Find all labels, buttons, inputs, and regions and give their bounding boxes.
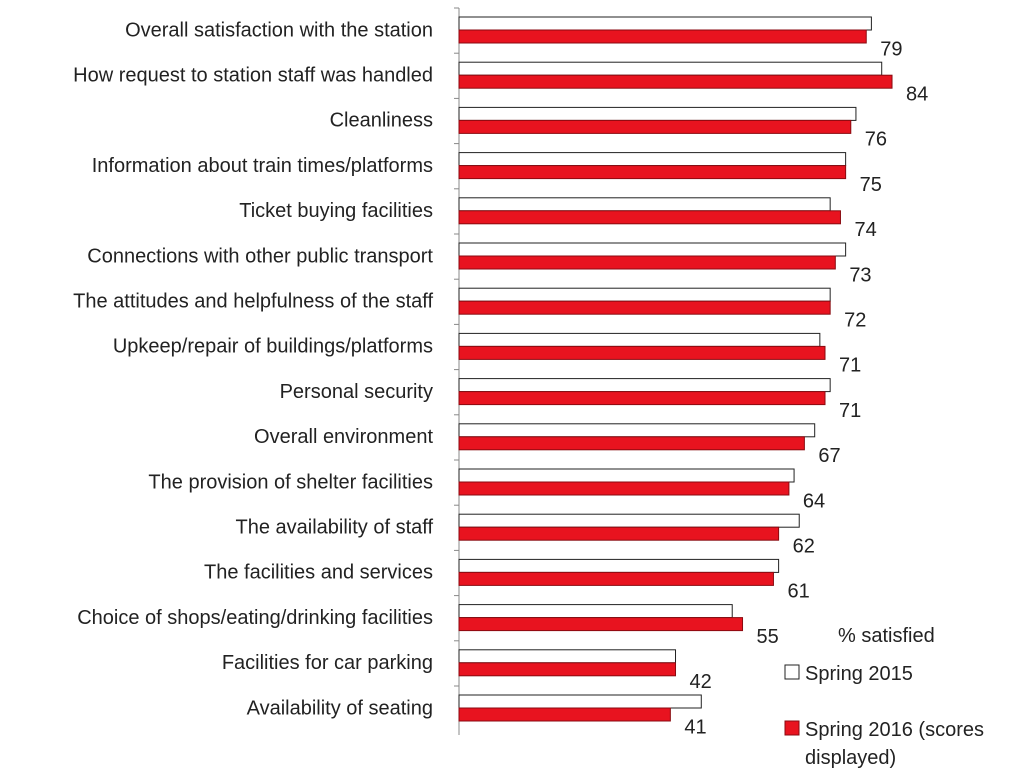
- bar: [458, 526, 780, 541]
- data-label: 67: [818, 445, 840, 467]
- data-label: 55: [757, 626, 779, 648]
- bar: [458, 106, 857, 121]
- legend-swatch: [784, 720, 800, 736]
- bar: [458, 16, 872, 31]
- bar: [458, 571, 774, 586]
- category-label: Availability of seating: [247, 697, 433, 719]
- data-label: 73: [849, 264, 871, 286]
- category-label: Choice of shops/eating/drinking faciliti…: [77, 607, 433, 629]
- bar: [458, 513, 800, 528]
- bar: [458, 165, 847, 180]
- bar: [458, 255, 836, 270]
- bar: [458, 604, 733, 619]
- bar: [458, 662, 677, 677]
- bar: [458, 391, 826, 406]
- category-label: Upkeep/repair of buildings/platforms: [113, 336, 433, 358]
- bar: [458, 210, 841, 225]
- bar: [458, 29, 867, 44]
- bar: [458, 694, 702, 709]
- category-label: Overall satisfaction with the station: [125, 19, 433, 41]
- bar: [458, 378, 831, 393]
- bar: [458, 558, 780, 573]
- bar: [458, 707, 671, 722]
- category-label: Facilities for car parking: [222, 652, 433, 674]
- category-label: Cleanliness: [330, 110, 433, 132]
- data-label: 62: [793, 535, 815, 557]
- bar: [458, 345, 826, 360]
- bar: [458, 423, 816, 438]
- category-label: Connections with other public transport: [87, 245, 433, 267]
- data-label: 41: [684, 716, 706, 738]
- legend-label: Spring 2016 (scores displayed): [805, 719, 984, 769]
- bar: [458, 152, 847, 167]
- data-label: 42: [690, 671, 712, 693]
- bar: [458, 468, 795, 483]
- data-label: 79: [880, 38, 902, 60]
- category-label: The provision of shelter facilities: [148, 471, 433, 493]
- data-label: 61: [787, 581, 809, 603]
- bar: [458, 617, 744, 632]
- data-label: 84: [906, 83, 928, 105]
- category-label: The attitudes and helpfulness of the sta…: [73, 290, 433, 312]
- category-label: The availability of staff: [235, 516, 433, 538]
- data-label: 76: [865, 129, 887, 151]
- bar: [458, 332, 821, 347]
- category-label: How request to station staff was handled: [73, 64, 433, 86]
- data-label: 75: [860, 174, 882, 196]
- category-label: Personal security: [280, 381, 433, 403]
- bar: [458, 436, 805, 451]
- bar: [458, 119, 852, 134]
- bar: [458, 481, 790, 496]
- data-label: 71: [839, 355, 861, 377]
- category-label: Ticket buying facilities: [239, 200, 433, 222]
- bar: [458, 197, 831, 212]
- bar: [458, 61, 883, 76]
- category-label: The facilities and services: [204, 562, 433, 584]
- legend-label: Spring 2015: [805, 663, 913, 685]
- data-label: 64: [803, 490, 825, 512]
- category-label: Overall environment: [254, 426, 433, 448]
- bar: [458, 74, 893, 89]
- data-label: 72: [844, 309, 866, 331]
- bar: [458, 300, 831, 315]
- category-label: Information about train times/platforms: [92, 155, 433, 177]
- data-label: 74: [854, 219, 876, 241]
- legend-title: % satisfied: [838, 625, 935, 647]
- bar: [458, 287, 831, 302]
- legend-swatch: [784, 664, 800, 680]
- data-label: 71: [839, 400, 861, 422]
- bar: [458, 649, 677, 664]
- bar: [458, 242, 847, 257]
